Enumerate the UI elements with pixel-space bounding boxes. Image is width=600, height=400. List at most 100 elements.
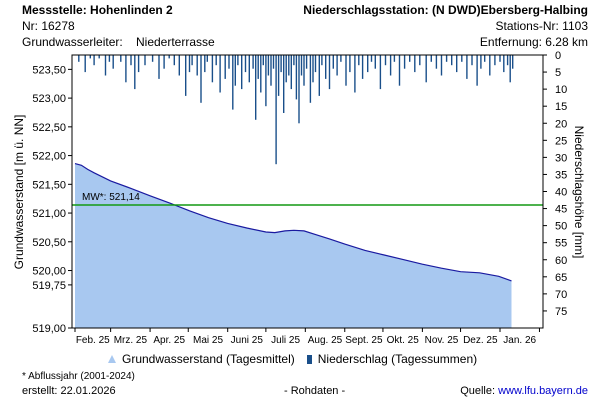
y-left-tick-label: 522,00 bbox=[32, 151, 66, 163]
quelle-link[interactable]: www.lfu.bayern.de bbox=[498, 385, 588, 397]
precip-bar bbox=[283, 55, 285, 113]
precip-bar bbox=[419, 55, 421, 66]
ticks: 523,50 523,00 522,50 522,00 521,50 521,00 520,… bbox=[32, 50, 567, 346]
legend-area-label: Grundwasserstand (Tagesmittel) bbox=[122, 352, 295, 366]
precip-bar bbox=[137, 55, 140, 73]
precip-bar bbox=[312, 55, 314, 83]
precip-bar bbox=[361, 55, 364, 79]
precip-bar bbox=[503, 55, 505, 73]
precip-bar bbox=[78, 55, 80, 62]
precip-bar bbox=[466, 55, 468, 79]
precip-bar bbox=[403, 55, 406, 69]
station-nr: Stations-Nr: 1103 bbox=[495, 19, 589, 33]
level-area-fill bbox=[75, 163, 512, 328]
y-right-tick-label: 70 bbox=[555, 289, 567, 301]
precip-bar bbox=[206, 55, 208, 62]
messstelle-nr: Nr: 16278 bbox=[22, 19, 75, 33]
erstellt: erstellt: 22.01.2026 bbox=[22, 385, 116, 397]
x-tick-label: Juli 25 bbox=[271, 335, 300, 346]
precip-bar bbox=[425, 55, 427, 83]
precip-bar bbox=[188, 55, 191, 73]
precip-bar bbox=[285, 55, 287, 83]
precip-bar bbox=[120, 55, 122, 62]
y-left-tick-label: 521,00 bbox=[32, 208, 66, 220]
y-right-tick-label: 35 bbox=[555, 169, 567, 181]
precip-bar bbox=[262, 55, 264, 66]
precip-bar bbox=[321, 55, 323, 66]
y-axis-left-label: Grundwasserstand [m ü. NN] bbox=[12, 114, 26, 270]
precip-bar bbox=[358, 55, 360, 66]
precip-bar bbox=[506, 55, 509, 66]
precip-bar bbox=[461, 55, 463, 62]
x-tick-label: Juni 25 bbox=[231, 335, 264, 346]
precip-bar bbox=[290, 55, 292, 90]
precip-bar bbox=[476, 55, 478, 86]
legend-area-icon bbox=[108, 355, 116, 363]
precip-bar bbox=[332, 55, 334, 69]
y-axis-right-label: Niederschlagshöhe [mm] bbox=[572, 125, 586, 259]
y-right-tick-label: 30 bbox=[555, 152, 567, 164]
precip-bar bbox=[277, 55, 280, 96]
precip-bar bbox=[430, 55, 432, 62]
precip-bar bbox=[234, 55, 236, 86]
precip-bar bbox=[494, 55, 496, 66]
precip-bar bbox=[288, 55, 290, 76]
precip-bar bbox=[244, 55, 247, 73]
level-area bbox=[74, 163, 512, 328]
precip-bar bbox=[108, 55, 111, 62]
y-right-tick-label: 40 bbox=[555, 187, 567, 199]
footnote: * Abflussjahr (2001-2024) bbox=[22, 371, 135, 382]
precip-bar bbox=[303, 55, 305, 86]
mean-line-group: MW*: 521,14 bbox=[72, 192, 543, 206]
x-tick-label: Apr. 25 bbox=[153, 335, 185, 346]
precip-bar bbox=[275, 55, 277, 165]
precip-bar bbox=[267, 55, 270, 76]
precip-bar bbox=[228, 55, 230, 69]
y-left-tick-label: 519,00 bbox=[32, 323, 66, 335]
precip-bar bbox=[112, 55, 114, 69]
y-left-tick-label: 522,50 bbox=[32, 122, 66, 134]
precip-bar bbox=[374, 55, 376, 69]
precip-bar bbox=[151, 55, 154, 62]
precip-bar bbox=[456, 55, 458, 73]
x-tick-label: Sept. 25 bbox=[345, 335, 383, 346]
y-right-tick-label: 0 bbox=[555, 50, 561, 62]
precip-bar bbox=[409, 55, 411, 62]
precip-bar bbox=[384, 55, 387, 66]
y-right-tick-label: 75 bbox=[555, 306, 567, 318]
y-left-tick-label: 521,50 bbox=[32, 179, 66, 191]
precip-bar bbox=[168, 55, 170, 59]
precip-bar bbox=[451, 55, 453, 66]
x-tick-label: Dez. 25 bbox=[463, 335, 498, 346]
precip-bar bbox=[130, 55, 132, 66]
grundwasserleiter-value: Niederterrasse bbox=[136, 35, 215, 49]
precip-bar bbox=[480, 55, 482, 69]
y-left-tick-label: 519,75 bbox=[32, 280, 66, 292]
x-tick-label: Feb. 25 bbox=[76, 335, 110, 346]
y-left-tick-label: 520,50 bbox=[32, 237, 66, 249]
y-right-tick-label: 55 bbox=[555, 238, 567, 250]
precip-bar bbox=[89, 55, 91, 59]
precip-bar bbox=[328, 55, 331, 90]
x-tick-label: Nov. 25 bbox=[425, 335, 459, 346]
y-right-tick-label: 15 bbox=[555, 101, 567, 113]
precip-bar bbox=[440, 55, 443, 76]
messstelle-title: Messstelle: Hohenlinden 2 bbox=[22, 3, 173, 17]
precip-bar bbox=[370, 55, 373, 62]
precip-bar bbox=[257, 55, 259, 79]
quelle: Quelle: www.lfu.bayern.de bbox=[460, 386, 588, 397]
precip-bar bbox=[104, 55, 107, 76]
precip-bar bbox=[471, 55, 473, 66]
precip-bar bbox=[134, 55, 136, 90]
precip-bar bbox=[499, 55, 501, 62]
y-right-tick-label: 25 bbox=[555, 135, 567, 147]
rohdaten: - Rohdaten - bbox=[284, 385, 346, 397]
legend-bar-icon bbox=[306, 354, 312, 364]
precip-bar bbox=[185, 55, 187, 96]
precip-bar bbox=[272, 55, 275, 69]
station-title: Niederschlagsstation: (N DWD)Ebersberg-H… bbox=[303, 3, 588, 17]
precip-bar bbox=[270, 55, 272, 86]
precip-bar bbox=[489, 55, 491, 76]
precip-bar bbox=[435, 55, 438, 69]
